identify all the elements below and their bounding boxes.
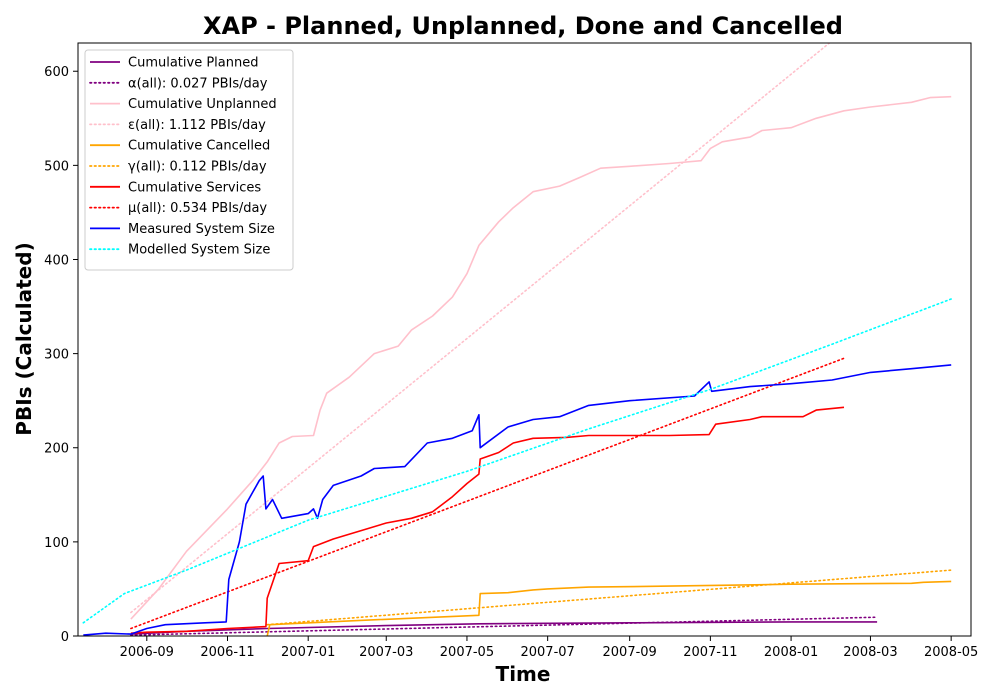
series-line-all-0-112-pbis-day-5 — [266, 569, 952, 626]
series-line-all-0-534-pbis-day-7 — [130, 357, 845, 630]
legend-label-measured-system-size-8: Measured System Size — [128, 222, 275, 237]
series-line-measured-system-size-8 — [83, 364, 952, 636]
series-line-all-1-112-pbis-day-3 — [130, 43, 831, 614]
y-tick-label: 500 — [44, 159, 69, 174]
chart-title: XAP - Planned, Unplanned, Done and Cance… — [203, 12, 843, 40]
x-tick-label: 2007-01 — [281, 645, 335, 660]
legend-box — [84, 49, 294, 271]
legend-label-all-1-112-pbis-day-3: ε(all): 1.112 PBIs/day — [128, 118, 266, 133]
x-tick-label: 2006-11 — [200, 645, 254, 660]
y-axis: 0 100 200 300 400 500 600 — [44, 65, 78, 645]
y-axis-label: PBIs (Calculated) — [12, 242, 36, 435]
x-tick-label: 2007-03 — [359, 645, 413, 660]
y-tick-label: 100 — [44, 536, 69, 551]
x-tick-label: 2008-03 — [843, 645, 897, 660]
x-tick-label: 2007-05 — [440, 645, 494, 660]
y-tick-label: 0 — [61, 630, 69, 645]
legend-label-all-0-112-pbis-day-5: γ(all): 0.112 PBIs/day — [128, 160, 267, 175]
series-layer — [82, 43, 952, 636]
x-axis: 2006-09 2006-11 2007-01 2007-03 2007-05 2007-… — [120, 636, 978, 660]
legend-label-modelled-system-size-9: Modelled System Size — [128, 243, 270, 258]
series-line-modelled-system-size-9 — [82, 298, 952, 624]
plot-frame — [77, 42, 972, 637]
y-tick-label: 200 — [44, 442, 69, 457]
y-tick-label: 600 — [44, 65, 69, 80]
legend-label-all-0-534-pbis-day-7: μ(all): 0.534 PBIs/day — [128, 201, 267, 216]
legend-label-cumulative-cancelled-4: Cumulative Cancelled — [128, 139, 270, 154]
legend-label-cumulative-unplanned-2: Cumulative Unplanned — [128, 97, 277, 112]
y-tick-label: 400 — [44, 253, 69, 268]
series-line-cumulative-unplanned-2 — [130, 95, 952, 620]
x-tick-label: 2007-07 — [520, 645, 574, 660]
y-tick-label: 300 — [44, 348, 69, 363]
x-tick-label: 2006-09 — [120, 645, 174, 660]
legend-label-cumulative-services-6: Cumulative Services — [128, 180, 261, 195]
legend-label-all-0-027-pbis-day-1: α(all): 0.027 PBIs/day — [128, 76, 268, 91]
series-line-all-0-027-pbis-day-1 — [130, 616, 878, 636]
series-line-cumulative-services-6 — [130, 406, 845, 634]
x-axis-label: Time — [496, 662, 551, 686]
series-line-cumulative-cancelled-4 — [266, 580, 952, 636]
legend: Cumulative Planned α(all): 0.027 PBIs/day… — [84, 49, 294, 271]
x-tick-label: 2008-01 — [764, 645, 818, 660]
legend-label-cumulative-planned-0: Cumulative Planned — [128, 56, 258, 71]
x-tick-label: 2007-09 — [603, 645, 657, 660]
x-tick-label: 2007-11 — [683, 645, 737, 660]
x-tick-label: 2008-05 — [924, 645, 978, 660]
